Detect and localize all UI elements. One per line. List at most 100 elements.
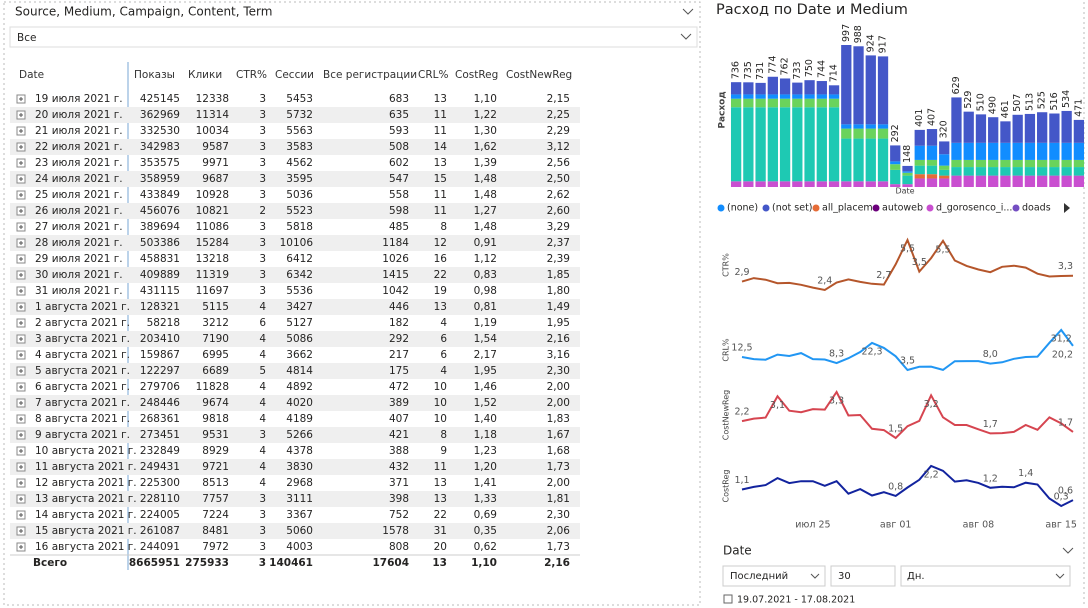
bar-segment	[828, 181, 840, 187]
table-cell: 13	[434, 493, 447, 505]
table-cell: 6	[440, 349, 447, 361]
table-cell: 0,69	[474, 509, 497, 521]
table-cell: 4	[440, 317, 447, 329]
table-cell: 12 августа 2021 г.	[35, 477, 137, 489]
table-cell: 1,30	[474, 125, 497, 137]
bar-segment	[730, 181, 742, 187]
bar-segment	[1000, 142, 1011, 160]
table-cell: 3	[259, 141, 266, 153]
bar-segment	[1024, 142, 1036, 160]
table-cell: 249431	[140, 461, 180, 473]
table-cell: 3212	[202, 317, 229, 329]
table-cell: 4	[259, 461, 266, 473]
chevron[interactable]	[680, 33, 692, 40]
legend-label: d_gorosenco_i...	[936, 203, 1012, 214]
chevron[interactable]	[682, 8, 694, 15]
total-cell: 3	[259, 557, 266, 569]
bar-segment	[743, 181, 754, 187]
table-cell: 5732	[286, 109, 313, 121]
bar-segment	[755, 98, 766, 108]
data-label: 2,2	[924, 470, 939, 481]
bar-segment	[828, 85, 840, 95]
table-cell: 122297	[140, 365, 180, 377]
table-cell: 1,48	[474, 189, 497, 201]
table-cell: 58218	[147, 317, 180, 329]
bar-segment	[792, 82, 803, 95]
bar-segment	[1037, 175, 1048, 187]
bar-segment	[963, 175, 974, 187]
bar-segment	[988, 142, 999, 160]
bar-segment	[779, 98, 791, 108]
legend-label: autoweb	[882, 203, 923, 214]
total-cell: Всего	[33, 557, 67, 569]
bar-segment	[1012, 114, 1023, 143]
table-cell: 4	[259, 413, 266, 425]
row-stripe	[10, 491, 580, 507]
data-label: 31,2	[1051, 334, 1072, 345]
data-label: 3,3	[829, 396, 844, 407]
bar-total-label: 917	[878, 35, 889, 53]
bar-segment	[792, 107, 803, 182]
table-cell: 25 июля 2021 г.	[35, 189, 123, 201]
table-cell: 8	[440, 221, 447, 233]
table-cell: 593	[389, 125, 409, 137]
data-label: 1,7	[1058, 417, 1073, 428]
table-cell: 182	[389, 317, 409, 329]
bar-segment	[779, 181, 791, 187]
table-cell: 30 июля 2021 г.	[35, 269, 123, 281]
table-cell: 2,30	[547, 509, 570, 521]
legend-marker	[717, 204, 725, 212]
table-cell: 388	[389, 445, 409, 457]
bar-segment	[767, 107, 778, 182]
bar-total-label: 516	[1049, 92, 1060, 110]
table-cell: 1,73	[547, 541, 570, 553]
total-cell: 8665951	[129, 557, 180, 569]
table-cell: 5115	[202, 301, 229, 313]
expand-icon	[19, 353, 23, 357]
table-cell: 2,50	[547, 173, 570, 185]
table-cell: 10	[434, 397, 447, 409]
bar-segment	[1073, 142, 1085, 160]
bar-segment	[939, 141, 950, 155]
column-header: CRL%	[418, 69, 448, 81]
table-cell: 279706	[140, 381, 180, 393]
table-cell: 3 августа 2021 г.	[35, 333, 130, 345]
count-input[interactable]	[830, 565, 896, 587]
data-label: 5,5	[900, 244, 915, 255]
expand-icon	[19, 433, 23, 437]
table-cell: 19 июля 2021 г.	[35, 93, 123, 105]
x-tick-label: авг 15	[1045, 520, 1077, 531]
bar-segment	[816, 107, 827, 182]
bar-segment	[939, 169, 950, 176]
slicer-dropdown[interactable]	[9, 26, 698, 48]
table-cell: 4	[259, 477, 266, 489]
table-cell: 3	[259, 237, 266, 249]
bar-segment	[975, 159, 987, 168]
bar-segment	[779, 78, 791, 95]
bar-segment	[963, 159, 974, 168]
table-cell: 1,33	[474, 493, 497, 505]
bar-total-label: 461	[1000, 100, 1011, 118]
table-cell: 12338	[196, 93, 229, 105]
table-cell: 5036	[286, 189, 313, 201]
expand-icon	[19, 449, 23, 453]
table-cell: 10 августа 2021 г.	[35, 445, 137, 457]
expand-icon	[19, 177, 23, 181]
mode-dropdown[interactable]	[722, 565, 826, 587]
line	[741, 328, 1074, 372]
table-cell: 2,39	[547, 253, 570, 265]
chevron[interactable]	[1062, 547, 1074, 554]
data-label: 1,1	[734, 475, 749, 486]
bar-segment	[841, 138, 852, 182]
table-cell: 9531	[202, 429, 229, 441]
table-cell: 1,62	[474, 141, 497, 153]
bar-segment	[779, 94, 791, 99]
table-cell: 3	[259, 285, 266, 297]
table-cell: 2,25	[547, 109, 570, 121]
table-cell: 11314	[196, 109, 230, 121]
table-cell: 268361	[140, 413, 180, 425]
unit-dropdown[interactable]	[900, 565, 1071, 587]
bar-segment	[939, 178, 950, 187]
legend-next[interactable]	[1064, 203, 1070, 213]
table-cell: 9971	[202, 157, 229, 169]
